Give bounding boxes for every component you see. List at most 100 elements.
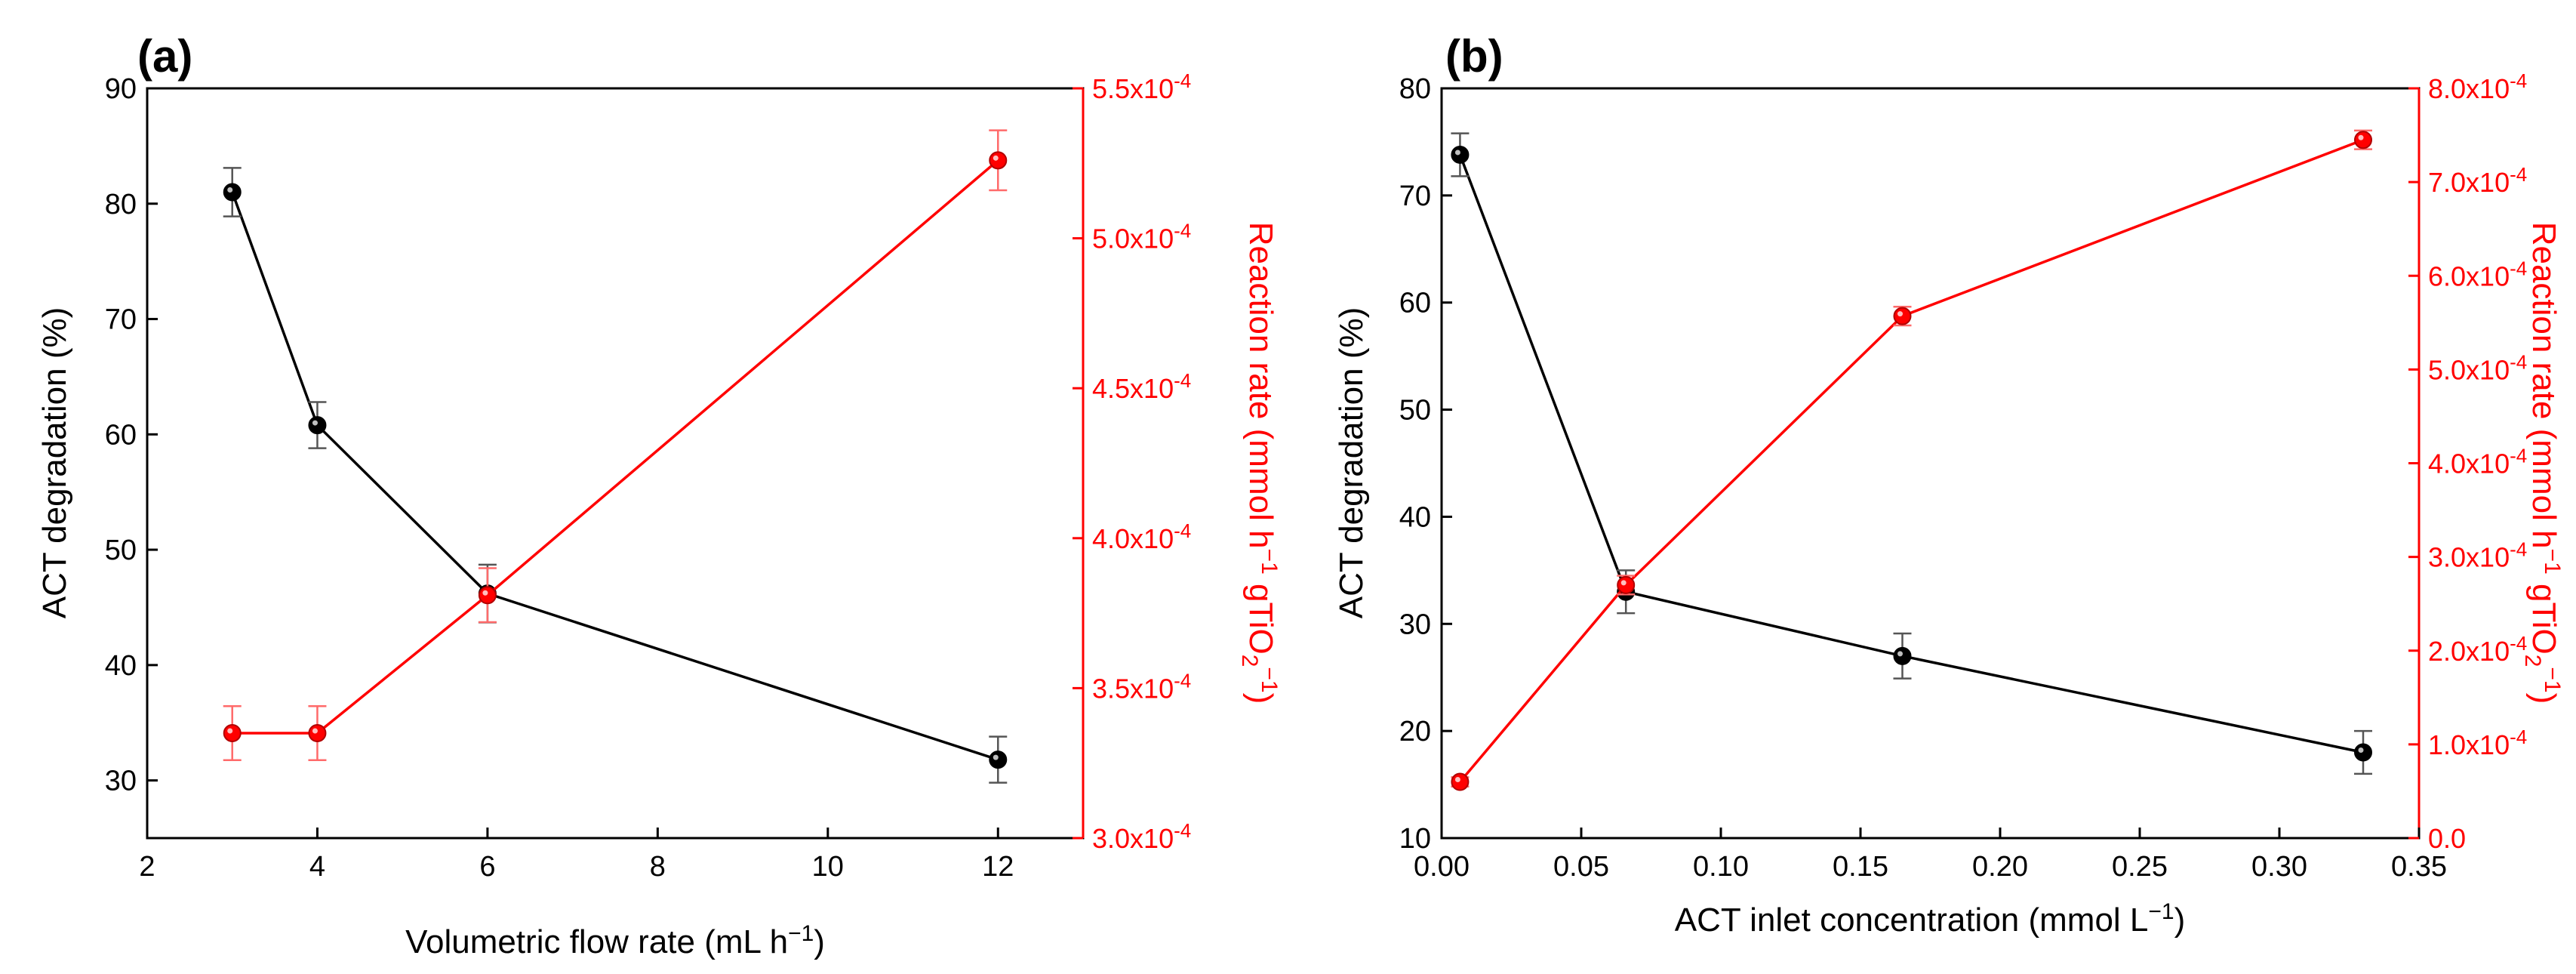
y2-tick-exponent: -4 xyxy=(2510,445,2527,467)
data-point xyxy=(223,723,242,742)
panel-a-y2-ticks: 3.0x10-43.5x10-44.0x10-44.5x10-45.0x10-4… xyxy=(1073,69,1191,854)
rate-series-line xyxy=(232,159,999,735)
y2-label-sup: −1 xyxy=(2540,549,2565,575)
x-tick-label: 0.20 xyxy=(1972,851,2028,883)
data-point-highlight xyxy=(227,186,233,193)
data-point-highlight xyxy=(1897,311,1903,317)
data-point xyxy=(1893,307,1912,325)
y-tick-label: 90 xyxy=(105,73,137,105)
panel-a-label: (a) xyxy=(137,31,192,82)
panel-b-y2-ticks: 0.01.0x10-42.0x10-43.0x10-44.0x10-45.0x1… xyxy=(2408,69,2527,854)
data-point xyxy=(1893,646,1912,665)
y2-tick-label: 0.0 xyxy=(2428,823,2466,854)
y-tick-label: 80 xyxy=(1399,73,1431,105)
y2-tick-exponent: -4 xyxy=(2510,350,2527,373)
data-point xyxy=(223,183,242,202)
y2-tick-label: 8.0x10-4 xyxy=(2428,69,2527,104)
y2-tick-exponent: -4 xyxy=(2510,163,2527,186)
data-point xyxy=(478,586,497,605)
panel-a-x-axis-label: Volumetric flow rate (mL h−1) xyxy=(405,921,825,960)
panel-a-series xyxy=(223,129,1008,784)
x-tick-label: 2 xyxy=(139,851,155,883)
y-tick-label: 70 xyxy=(1399,180,1431,212)
panel-a-y-axis-label: ACT degradation (%) xyxy=(36,307,73,619)
y2-tick-label: 3.0x10-4 xyxy=(2428,538,2527,573)
panel-b-x-axis-label: ACT inlet concentration (mmol L−1) xyxy=(1675,899,2186,939)
panel-b-series xyxy=(1451,129,2372,791)
panel-b-y-axis-label: ACT degradation (%) xyxy=(1333,307,1370,619)
data-point xyxy=(1451,145,1470,164)
y2-tick-mantissa: 7.0x10 xyxy=(2428,167,2510,198)
y2-label-sup2: −1 xyxy=(1257,667,1282,692)
x-label-text: Volumetric flow rate (mL h xyxy=(405,923,788,960)
x-tick-label: 6 xyxy=(479,851,495,883)
data-point-highlight xyxy=(227,728,233,734)
data-point xyxy=(308,723,327,742)
y-tick-label: 60 xyxy=(1399,288,1431,319)
y2-tick-mantissa: 3.0x10 xyxy=(2428,542,2510,573)
y2-label-sub: 2 xyxy=(2520,655,2545,667)
y2-tick-mantissa: 8.0x10 xyxy=(2428,73,2510,104)
data-point-highlight xyxy=(312,420,318,426)
y-tick-label: 50 xyxy=(105,535,137,566)
y2-label-mid: gTiO xyxy=(2525,575,2562,655)
y2-tick-exponent: -4 xyxy=(1174,819,1191,842)
panel-b-y-ticks: 10 20 30 40 50 60 70 80 xyxy=(1399,73,1452,855)
degradation-series-line xyxy=(231,191,999,761)
y2-tick-label: 1.0x10-4 xyxy=(2428,726,2527,760)
x-tick-label: 4 xyxy=(309,851,325,883)
x-label-end: ) xyxy=(2174,902,2186,939)
y2-label-sup: −1 xyxy=(1257,549,1282,575)
y-tick-label: 20 xyxy=(1399,716,1431,747)
y2-tick-mantissa: 5.0x10 xyxy=(2428,354,2510,385)
x-tick-label: 0.25 xyxy=(2112,851,2168,883)
panel-b-label: (b) xyxy=(1445,31,1503,82)
panel-a-y2-axis-label: Reaction rate (mmol h−1 gTiO2−1) xyxy=(1237,222,1282,704)
y2-tick-label: 4.5x10-4 xyxy=(1092,369,1191,404)
degradation-series-line xyxy=(1458,154,2364,754)
y2-tick-mantissa: 1.0x10 xyxy=(2428,729,2510,760)
y-tick-label: 60 xyxy=(105,419,137,451)
y-tick-label: 30 xyxy=(1399,609,1431,640)
y2-tick-label: 6.0x10-4 xyxy=(2428,257,2527,291)
x-tick-label: 0.15 xyxy=(1833,851,1888,883)
x-tick-label: 0.30 xyxy=(2251,851,2307,883)
y-tick-label: 70 xyxy=(105,304,137,336)
y2-label-sup2: −1 xyxy=(2540,667,2565,692)
data-point xyxy=(2354,131,2372,149)
data-point-highlight xyxy=(993,155,999,161)
y2-tick-exponent: -4 xyxy=(2510,538,2527,561)
panel-a-frame xyxy=(146,87,1085,840)
x-label-text: ACT inlet concentration (mmol L xyxy=(1675,902,2149,939)
x-tick-label: 12 xyxy=(982,851,1014,883)
y2-tick-mantissa: 3.5x10 xyxy=(1092,673,1174,704)
y2-tick-label: 5.5x10-4 xyxy=(1092,69,1191,104)
data-point xyxy=(2354,743,2372,762)
data-point xyxy=(308,416,327,435)
y2-tick-exponent: -4 xyxy=(2510,726,2527,748)
data-point xyxy=(989,751,1008,769)
data-point-highlight xyxy=(312,728,318,734)
y-tick-label: 10 xyxy=(1399,823,1431,855)
y-tick-label: 80 xyxy=(105,189,137,220)
y2-tick-label: 7.0x10-4 xyxy=(2428,163,2527,198)
x-tick-label: 0.00 xyxy=(1414,851,1470,883)
x-tick-label: 0.35 xyxy=(2391,851,2447,883)
y2-label-text: Reaction rate (mmol h xyxy=(2525,222,2562,549)
y2-tick-label: 2.0x10-4 xyxy=(2428,632,2527,667)
x-label-sup: −1 xyxy=(2148,899,2174,924)
y2-tick-exponent: -4 xyxy=(1174,369,1191,392)
data-point-highlight xyxy=(1897,651,1903,657)
x-label-end: ) xyxy=(814,923,825,960)
y2-label-end: ) xyxy=(2525,693,2562,704)
data-point-highlight xyxy=(993,754,999,760)
data-point xyxy=(1451,772,1470,791)
y2-tick-mantissa: 4.5x10 xyxy=(1092,373,1174,404)
y-tick-label: 50 xyxy=(1399,395,1431,427)
y2-tick-mantissa: 0.0 xyxy=(2428,823,2466,854)
y2-tick-mantissa: 4.0x10 xyxy=(2428,448,2510,479)
data-point-highlight xyxy=(482,590,488,596)
y2-tick-label: 4.0x10-4 xyxy=(1092,519,1191,554)
data-point-highlight xyxy=(1454,149,1460,156)
y2-tick-label: 5.0x10-4 xyxy=(1092,220,1191,254)
